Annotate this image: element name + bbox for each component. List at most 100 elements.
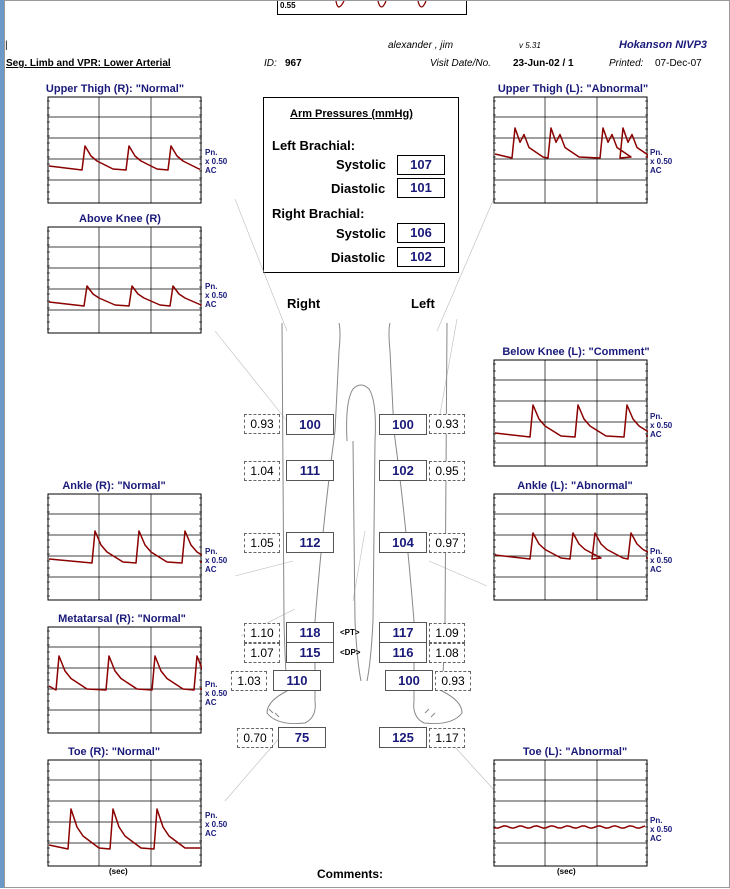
waveform-chart-toe-l bbox=[493, 759, 648, 867]
pn-label-upper-thigh-r: Pn. x 0.50 AC bbox=[205, 148, 227, 175]
pn-line: AC bbox=[650, 430, 662, 439]
l3-ratio: 0.97 bbox=[429, 533, 465, 553]
left-side-label: Left bbox=[411, 296, 435, 311]
pn-line: Pn. bbox=[205, 148, 218, 157]
waveform-chart-above-knee-r bbox=[47, 226, 202, 334]
exam-title: Seg. Limb and VPR: Lower Arterial bbox=[6, 58, 171, 69]
visit-value: 23-Jun-02 / 1 bbox=[513, 58, 574, 69]
waveform-chart-ankle-r bbox=[47, 493, 202, 601]
chart-title-ankle-l: Ankle (L): "Abnormal" bbox=[517, 480, 633, 492]
r-toe-ratio: 0.70 bbox=[237, 728, 273, 748]
pn-label-toe-r: Pn. x 0.50 AC bbox=[205, 811, 227, 838]
pn-label-metatarsal-r: Pn. x 0.50 AC bbox=[205, 680, 227, 707]
report-page: 0.55 | alexander , jim v 5.31 Hokanson N… bbox=[4, 0, 730, 888]
id-value: 967 bbox=[285, 58, 302, 69]
right-systolic-label: Systolic bbox=[336, 226, 386, 241]
l-dp-ratio: 1.08 bbox=[429, 643, 465, 663]
comments-label: Comments: bbox=[317, 867, 384, 881]
patient-name: alexander , jim bbox=[388, 40, 454, 51]
r-met-ratio: 1.03 bbox=[231, 671, 267, 691]
pn-line: Pn. bbox=[205, 680, 218, 689]
top-partial-chart: 0.55 bbox=[277, 1, 467, 15]
r1-pressure: 100 bbox=[286, 414, 334, 435]
l-met-ratio: 0.93 bbox=[435, 671, 471, 691]
waveform-chart-upper-thigh-l bbox=[493, 96, 648, 204]
l-dp-pressure: 116 bbox=[379, 642, 427, 663]
pn-line: Pn. bbox=[650, 816, 663, 825]
pn-line: Pn. bbox=[650, 547, 663, 556]
pn-line: x 0.50 bbox=[205, 157, 228, 166]
pn-line: x 0.50 bbox=[205, 291, 228, 300]
waveform-chart-metatarsal-r bbox=[47, 626, 202, 734]
r2-ratio: 1.04 bbox=[244, 461, 280, 481]
l-met-pressure: 100 bbox=[385, 670, 433, 691]
right-diastolic-value: 102 bbox=[397, 247, 445, 267]
visit-label: Visit Date/No. bbox=[430, 58, 491, 69]
right-side-label: Right bbox=[287, 296, 321, 311]
printed-value: 07-Dec-07 bbox=[655, 58, 702, 69]
pt-label: <PT> bbox=[340, 628, 360, 637]
chart-title-metatarsal-r: Metatarsal (R): "Normal" bbox=[58, 613, 186, 625]
chart-title-toe-r: Toe (R): "Normal" bbox=[67, 746, 161, 758]
r-dp-ratio: 1.07 bbox=[244, 643, 280, 663]
pn-line: x 0.50 bbox=[205, 820, 228, 829]
r3-ratio: 1.05 bbox=[244, 533, 280, 553]
chart-title-upper-thigh-l: Upper Thigh (L): "Abnormal" bbox=[497, 83, 649, 95]
left-systolic-value: 107 bbox=[397, 155, 445, 175]
chart-title-upper-thigh-r: Upper Thigh (R): "Normal" bbox=[45, 83, 185, 95]
r1-ratio: 0.93 bbox=[244, 414, 280, 434]
chart-title-above-knee-r: Above Knee (R) bbox=[79, 213, 161, 225]
right-diastolic-label: Diastolic bbox=[331, 250, 386, 265]
l-toe-pressure: 125 bbox=[379, 727, 427, 748]
pn-line: AC bbox=[650, 834, 662, 843]
pn-line: AC bbox=[650, 166, 662, 175]
l-pt-ratio: 1.09 bbox=[429, 623, 465, 643]
chart-title-below-knee-l: Below Knee (L): "Comment" bbox=[502, 346, 650, 358]
l-pt-pressure: 117 bbox=[379, 622, 427, 643]
pn-line: x 0.50 bbox=[650, 825, 673, 834]
version-label: v 5.31 bbox=[519, 41, 541, 50]
pn-line: Pn. bbox=[205, 811, 218, 820]
printed-label: Printed: bbox=[609, 58, 644, 69]
arm-pressures-title: Arm Pressures (mmHg) bbox=[290, 108, 413, 120]
r-toe-pressure: 75 bbox=[278, 727, 326, 748]
cursor-mark: | bbox=[5, 40, 8, 51]
waveform-chart-upper-thigh-r bbox=[47, 96, 202, 204]
l1-pressure: 100 bbox=[379, 414, 427, 435]
id-label: ID: bbox=[264, 58, 277, 69]
pn-label-toe-l: Pn. x 0.50 AC bbox=[650, 816, 672, 843]
chart-title-toe-l: Toe (L): "Abnormal" bbox=[522, 746, 628, 758]
l-toe-ratio: 1.17 bbox=[429, 728, 465, 748]
pn-label-below-knee-l: Pn. x 0.50 AC bbox=[650, 412, 672, 439]
pn-label-upper-thigh-l: Pn. x 0.50 AC bbox=[650, 148, 672, 175]
pn-line: Pn. bbox=[650, 412, 663, 421]
pn-line: AC bbox=[650, 565, 662, 574]
pn-line: AC bbox=[205, 300, 217, 309]
left-systolic-label: Systolic bbox=[336, 157, 386, 172]
arm-pressures-box: Arm Pressures (mmHg) Left Brachial: Syst… bbox=[263, 97, 459, 273]
pn-line: Pn. bbox=[205, 547, 218, 556]
pn-label-ankle-l: Pn. x 0.50 AC bbox=[650, 547, 672, 574]
l1-ratio: 0.93 bbox=[429, 414, 465, 434]
pn-line: AC bbox=[205, 565, 217, 574]
r-pt-pressure: 118 bbox=[286, 622, 334, 643]
sec-label-left: (sec) bbox=[109, 867, 128, 876]
left-diastolic-value: 101 bbox=[397, 178, 445, 198]
l2-ratio: 0.95 bbox=[429, 461, 465, 481]
pn-line: Pn. bbox=[205, 282, 218, 291]
dp-label: <DP> bbox=[340, 648, 361, 657]
waveform-chart-toe-r bbox=[47, 759, 202, 867]
pn-line: Pn. bbox=[650, 148, 663, 157]
left-brachial-label: Left Brachial: bbox=[272, 138, 356, 153]
chart-title-ankle-r: Ankle (R): "Normal" bbox=[62, 480, 166, 492]
sec-label-right: (sec) bbox=[557, 867, 576, 876]
waveform-chart-below-knee-l bbox=[493, 359, 648, 467]
top-partial-waveform bbox=[335, 1, 427, 8]
pn-label-ankle-r: Pn. x 0.50 AC bbox=[205, 547, 227, 574]
right-systolic-value: 106 bbox=[397, 223, 445, 243]
pn-label-above-knee-r: Pn. x 0.50 AC bbox=[205, 282, 227, 309]
pn-line: x 0.50 bbox=[205, 689, 228, 698]
r-met-pressure: 110 bbox=[273, 670, 321, 691]
brand-name: Hokanson NIVP3 bbox=[619, 39, 708, 51]
top-value: 0.55 bbox=[280, 1, 296, 10]
